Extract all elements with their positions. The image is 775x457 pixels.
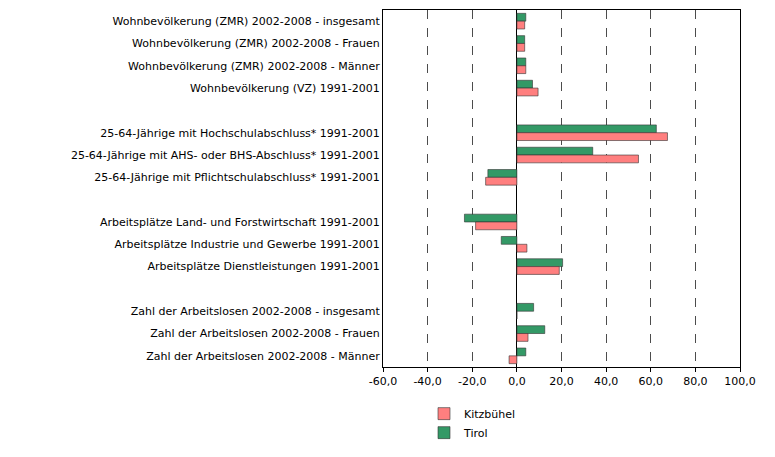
svg-text:25-64-Jährige mit Hochschulabs: 25-64-Jährige mit Hochschulabschluss* 19… (100, 127, 380, 140)
svg-text:-20,0: -20,0 (458, 375, 486, 388)
svg-text:Wohnbevölkerung (VZ) 1991-2001: Wohnbevölkerung (VZ) 1991-2001 (190, 82, 380, 95)
svg-text:-60,0: -60,0 (369, 375, 397, 388)
svg-text:Tirol: Tirol (463, 427, 488, 440)
svg-text:Arbeitsplätze Industrie und Ge: Arbeitsplätze Industrie und Gewerbe 1991… (115, 238, 380, 251)
svg-text:-40,0: -40,0 (413, 375, 441, 388)
svg-text:Wohnbevölkerung (ZMR) 2002-200: Wohnbevölkerung (ZMR) 2002-2008 - insges… (112, 15, 380, 28)
svg-text:100,0: 100,0 (724, 375, 756, 388)
svg-text:20,0: 20,0 (549, 375, 574, 388)
svg-text:Arbeitsplätze Land- und Forstw: Arbeitsplätze Land- und Forstwirtschaft … (100, 216, 380, 229)
svg-text:Zahl der Arbeitslosen 2002-200: Zahl der Arbeitslosen 2002-2008 - Frauen (150, 327, 380, 340)
svg-text:60,0: 60,0 (639, 375, 664, 388)
svg-text:25-64-Jährige mit AHS- oder BH: 25-64-Jährige mit AHS- oder BHS-Abschlus… (71, 149, 380, 162)
svg-text:Kitzbühel: Kitzbühel (464, 408, 515, 421)
svg-text:80,0: 80,0 (683, 375, 708, 388)
svg-text:Arbeitsplätze Dienstleistungen: Arbeitsplätze Dienstleistungen 1991-2001 (147, 260, 379, 273)
svg-text:25-64-Jährige mit Pflichtschul: 25-64-Jährige mit Pflichtschulabschluss*… (94, 171, 380, 184)
svg-text:Zahl der Arbeitslosen 2002-200: Zahl der Arbeitslosen 2002-2008 - insges… (131, 305, 381, 318)
svg-text:0,0: 0,0 (508, 375, 526, 388)
svg-text:Zahl der Arbeitslosen 2002-200: Zahl der Arbeitslosen 2002-2008 - Männer (146, 350, 380, 363)
svg-text:Wohnbevölkerung (ZMR) 2002-200: Wohnbevölkerung (ZMR) 2002-2008 - Frauen (132, 37, 380, 50)
svg-text:40,0: 40,0 (594, 375, 619, 388)
svg-text:Wohnbevölkerung (ZMR) 2002-200: Wohnbevölkerung (ZMR) 2002-2008 - Männer (128, 60, 380, 73)
